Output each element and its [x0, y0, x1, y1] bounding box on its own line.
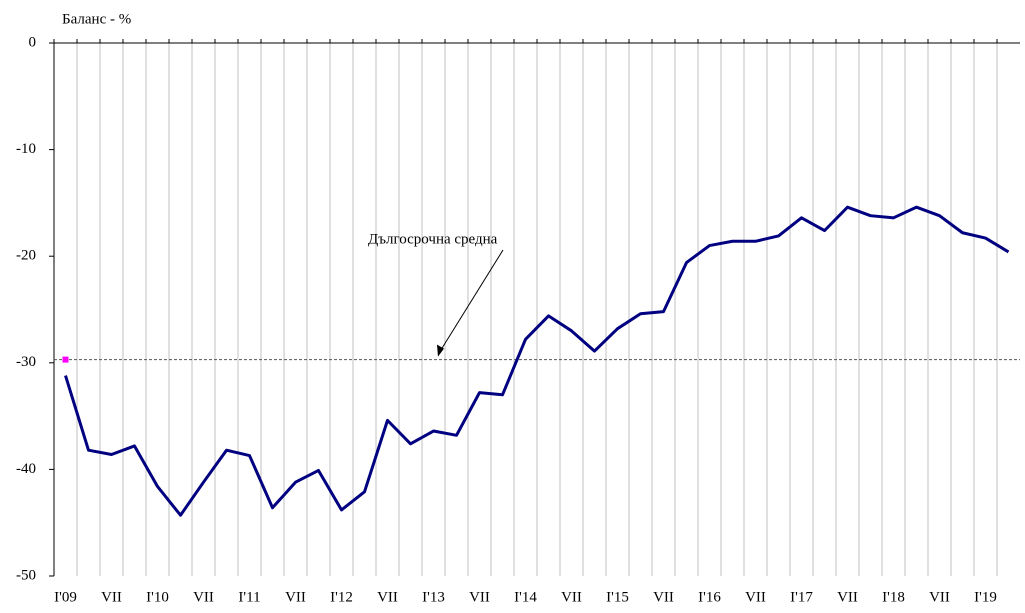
x-tick-label: I'15 [606, 589, 629, 605]
y-tick-label: 0 [29, 34, 37, 50]
x-tick-label: VII [561, 589, 582, 605]
x-tick-label: VII [193, 589, 214, 605]
x-tick-label: I'13 [422, 589, 445, 605]
x-tick-label: VII [285, 589, 306, 605]
y-axis-label: Баланс - % [62, 11, 131, 27]
x-tick-label: I'17 [790, 589, 813, 605]
x-tick-label: I'12 [330, 589, 353, 605]
x-tick-label: VII [101, 589, 122, 605]
x-tick-label: I'16 [698, 589, 721, 605]
y-tick-label: -20 [16, 248, 36, 264]
x-tick-label: I'11 [238, 589, 260, 605]
x-tick-label: I'14 [514, 589, 537, 605]
y-tick-label: -50 [16, 567, 36, 583]
x-tick-label: VII [929, 589, 950, 605]
annotation: Дългосрочна средна [368, 231, 498, 247]
line-series [64, 205, 1010, 517]
annotation-arrow [437, 249, 504, 355]
x-tick-label: I'10 [146, 589, 169, 605]
x-tick-label: I'18 [882, 589, 905, 605]
x-tick-label: VII [653, 589, 674, 605]
x-tick-label: VII [837, 589, 858, 605]
reference-marker [62, 356, 69, 363]
x-tick-label: VII [745, 589, 766, 605]
y-tick-label: -10 [16, 141, 36, 157]
y-tick-label: -30 [16, 354, 36, 370]
x-tick-label: VII [469, 589, 490, 605]
x-tick-label: I'19 [974, 589, 997, 605]
x-tick-label: VII [377, 589, 398, 605]
x-tick-label: I'09 [54, 589, 77, 605]
annotation-arrowhead [437, 344, 444, 357]
y-tick-label: -40 [16, 461, 36, 477]
